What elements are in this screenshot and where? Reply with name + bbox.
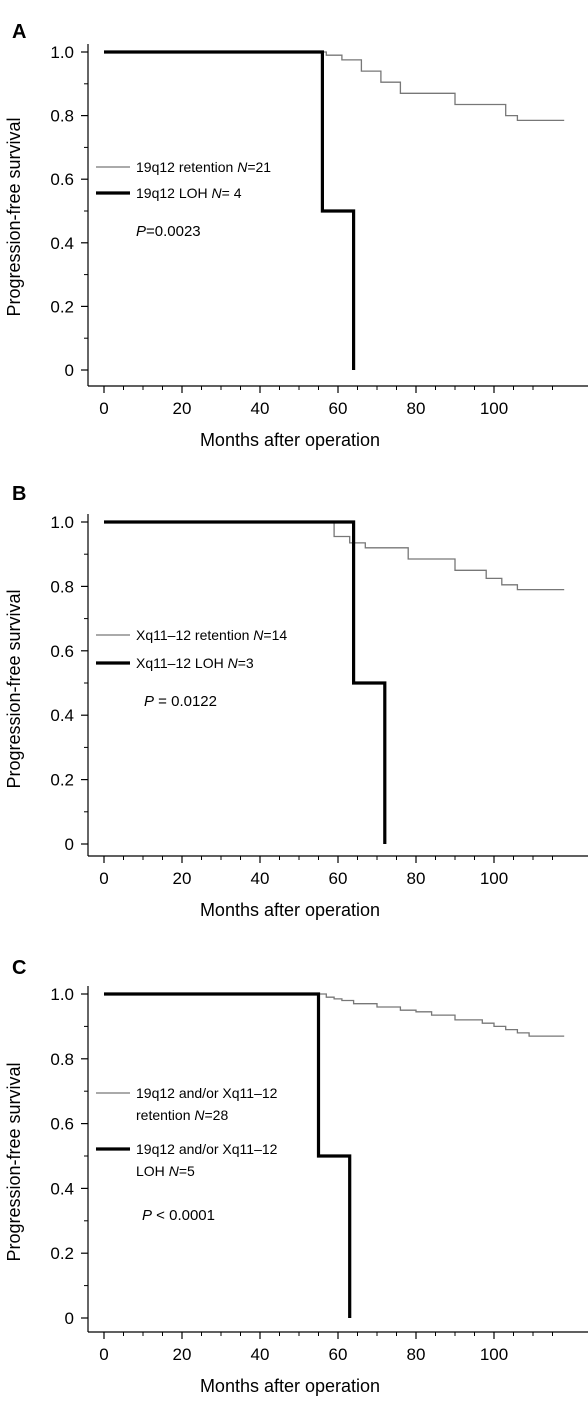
y-tick-label: 0.8 (50, 107, 74, 126)
legend-label: 19q12 LOH N= 4 (136, 185, 242, 201)
legend-label-part-0: 19q12 LOH (136, 185, 212, 201)
x-tick-label: 40 (251, 1345, 270, 1364)
p-value-label: P < 0.0001 (142, 1207, 215, 1224)
x-tick-label: 60 (329, 399, 348, 418)
y-tick-label: 0 (65, 1309, 74, 1328)
x-axis-title: Months after operation (200, 900, 380, 920)
series-line-loh (104, 520, 387, 844)
x-tick-label: 100 (480, 399, 508, 418)
legend-label-part-2: =5 (179, 1163, 195, 1179)
y-axis-title: Progression-free survival (4, 1062, 24, 1261)
legend-label: retention N=28 (136, 1107, 228, 1123)
p-value-label-part-0: P (142, 1207, 152, 1224)
legend-label-part-1: N (237, 159, 248, 175)
x-axis-title: Months after operation (200, 1376, 380, 1396)
legend-label: 19q12 retention N=21 (136, 159, 271, 175)
series-line-retention (104, 521, 565, 591)
x-tick-label: 100 (480, 1345, 508, 1364)
p-value-label-part-1: < 0.0001 (152, 1207, 215, 1224)
legend-label: LOH N=5 (136, 1163, 195, 1179)
p-value-label: P = 0.0122 (144, 693, 217, 710)
series-line-retention (104, 993, 565, 1037)
x-tick-label: 80 (407, 1345, 426, 1364)
legend-label-part-1: N (228, 655, 239, 671)
legend-label: 19q12 and/or Xq11–12 (136, 1141, 278, 1157)
panel-c: C 0 0.2 0.4 0.6 0.8 1.0 0 20 40 60 80 100 Months afte… (4, 957, 588, 1396)
x-tick-label: 0 (99, 1345, 108, 1364)
p-value-label: P=0.0023 (136, 223, 201, 240)
x-tick-label: 40 (251, 399, 270, 418)
y-tick-label: 0.6 (50, 170, 74, 189)
legend-label-part-1: N (212, 185, 223, 201)
x-axis-title: Months after operation (200, 430, 380, 450)
legend-label-part-1: N (194, 1107, 205, 1123)
y-tick-label: 0.2 (50, 297, 74, 316)
legend-label-part-0: Xq11–12 retention (136, 627, 253, 643)
legend-label-part-2: =21 (247, 159, 271, 175)
y-tick-label: 0.2 (50, 1244, 74, 1263)
panel-b: B 0 0.2 0.4 0.6 0.8 1.0 0 20 40 60 80 100 Months afte… (4, 483, 588, 920)
legend-label-part-1: N (253, 627, 264, 643)
legend-label-part-1: N (169, 1163, 180, 1179)
legend-label-part-0: retention (136, 1107, 194, 1123)
y-tick-label: 0.6 (50, 642, 74, 661)
legend-label-part-0: Xq11–12 LOH (136, 655, 228, 671)
y-tick-label: 1.0 (50, 513, 74, 532)
y-tick-label: 0.8 (50, 1050, 74, 1069)
legend-label-part-0: 19q12 and/or Xq11–12 (136, 1141, 278, 1157)
x-tick-label: 20 (173, 399, 192, 418)
legend-label-part-2: =14 (263, 627, 287, 643)
y-tick-label: 0.2 (50, 771, 74, 790)
panel-label: B (12, 483, 26, 505)
legend-label: Xq11–12 retention N=14 (136, 627, 287, 643)
y-tick-label: 0.8 (50, 577, 74, 596)
y-tick-label: 0.4 (50, 706, 74, 725)
legend-label: Xq11–12 LOH N=3 (136, 655, 254, 671)
x-tick-label: 80 (407, 869, 426, 888)
y-tick-label: 0 (65, 835, 74, 854)
legend-label-part-2: =28 (205, 1107, 229, 1123)
panel-label: A (12, 21, 26, 43)
y-axis-title: Progression-free survival (4, 589, 24, 788)
x-tick-label: 60 (329, 1345, 348, 1364)
p-value-label-part-1: = 0.0122 (154, 693, 217, 710)
panel-label: C (12, 957, 26, 979)
y-tick-label: 0.6 (50, 1115, 74, 1134)
series-line-retention (104, 51, 565, 122)
y-tick-label: 1.0 (50, 985, 74, 1004)
x-tick-label: 0 (99, 399, 108, 418)
y-tick-label: 0.4 (50, 1179, 74, 1198)
x-tick-label: 100 (480, 869, 508, 888)
legend-label-part-2: = 4 (222, 185, 242, 201)
y-axis-title: Progression-free survival (4, 117, 24, 316)
legend-label-part-0: LOH (136, 1163, 169, 1179)
x-tick-label: 60 (329, 869, 348, 888)
series-line-loh (104, 992, 352, 1318)
y-tick-label: 0.4 (50, 234, 74, 253)
legend-label-part-0: 19q12 and/or Xq11–12 (136, 1085, 278, 1101)
panel-a: A 0 0.2 0.4 0.6 0.8 1.0 0 20 40 60 80 100 Months afte… (4, 21, 588, 450)
legend-label-part-0: 19q12 retention (136, 159, 237, 175)
p-value-label-part-1: =0.0023 (146, 223, 201, 240)
x-tick-label: 80 (407, 399, 426, 418)
x-tick-label: 20 (173, 869, 192, 888)
x-tick-label: 0 (99, 869, 108, 888)
y-tick-label: 0 (65, 361, 74, 380)
p-value-label-part-0: P (144, 693, 154, 710)
p-value-label-part-0: P (136, 223, 146, 240)
legend-label: 19q12 and/or Xq11–12 (136, 1085, 278, 1101)
x-tick-label: 40 (251, 869, 270, 888)
legend-label-part-2: =3 (238, 655, 254, 671)
y-tick-label: 1.0 (50, 43, 74, 62)
series-line-loh (104, 50, 356, 370)
x-tick-label: 20 (173, 1345, 192, 1364)
